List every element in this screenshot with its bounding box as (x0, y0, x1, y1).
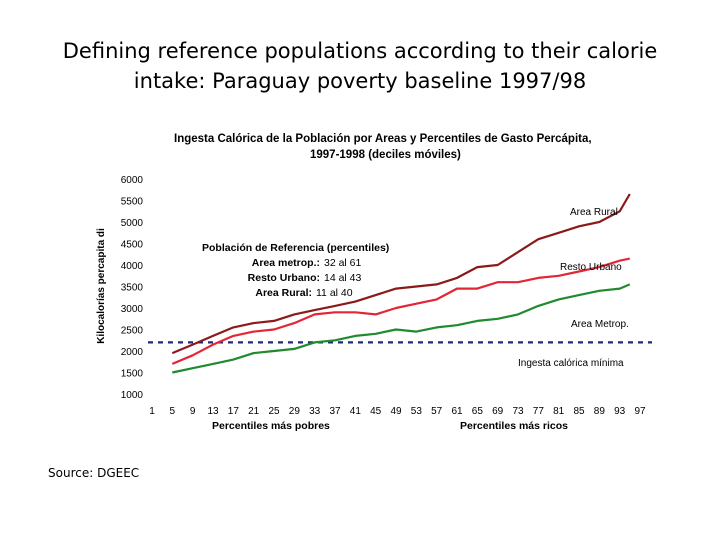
x-tick-label: 9 (190, 406, 196, 417)
x-axis-label-right: Percentiles más ricos (460, 420, 568, 432)
x-tick-label: 53 (411, 406, 423, 417)
x-tick-label: 1 (149, 406, 155, 417)
y-axis-label: Kilocalorías percapita di (96, 228, 107, 344)
series-label-metrop: Area Metrop. (571, 319, 629, 330)
y-tick-label: 5000 (121, 218, 144, 229)
y-axis-ticks: 1000 1500 2000 2500 3000 3500 4000 4500 5000 5500… (121, 175, 144, 401)
x-axis-ticks: 1 5 9 13 17 21 25 29 33 37 41 45 49 53 57 61 65 69 73 77 81 8… (149, 406, 646, 417)
x-tick-label: 65 (472, 406, 484, 417)
series-line-urbano (171, 257, 631, 365)
series-line-rural (171, 193, 631, 355)
x-tick-label: 97 (634, 406, 646, 417)
y-tick-label: 1500 (121, 369, 144, 380)
series-line-metrop (172, 283, 631, 374)
y-tick-label: 4000 (121, 261, 144, 272)
y-tick-label: 3000 (121, 304, 144, 315)
y-tick-label: 5500 (121, 197, 144, 208)
x-tick-label: 45 (370, 406, 382, 417)
source-note: Source: DGEEC (48, 466, 140, 480)
series-lines (171, 193, 631, 374)
x-tick-label: 81 (553, 406, 565, 417)
chart-title-line-1: Ingesta Calórica de la Población por Are… (174, 133, 592, 145)
x-tick-label: 37 (329, 406, 341, 417)
y-tick-label: 4500 (121, 240, 144, 251)
x-tick-label: 69 (492, 406, 504, 417)
x-tick-label: 21 (248, 406, 260, 417)
slide-title: Defining reference populations according… (40, 36, 680, 96)
x-tick-label: 49 (390, 406, 402, 417)
x-axis-label-left: Percentiles más pobres (212, 420, 330, 432)
slide-title-line-2: intake: Paraguay poverty baseline 1997/9… (133, 69, 587, 93)
reference-row-metrop-area: Area metrop.: (252, 257, 320, 269)
x-tick-label: 73 (512, 406, 524, 417)
series-label-urbano: Resto Urbano (560, 262, 622, 273)
x-tick-label: 13 (207, 406, 219, 417)
y-tick-label: 2000 (121, 347, 144, 358)
x-tick-label: 93 (614, 406, 626, 417)
y-tick-label: 2500 (121, 326, 144, 337)
y-tick-label: 3500 (121, 283, 144, 294)
reference-row-urbano-area: Resto Urbano: (248, 272, 320, 284)
x-tick-label: 77 (533, 406, 545, 417)
x-tick-label: 25 (268, 406, 280, 417)
reference-row-rural-range: 11 al 40 (316, 287, 353, 299)
x-tick-label: 57 (431, 406, 443, 417)
minimum-intake-label: Ingesta calórica mínima (518, 358, 624, 369)
slide-title-line-1: Defining reference populations according… (62, 39, 658, 63)
y-tick-label: 6000 (121, 175, 144, 186)
reference-row-rural-area: Area Rural: (255, 287, 312, 299)
reference-population-box: Población de Referencia (percentiles) Ar… (202, 242, 389, 299)
x-tick-label: 41 (350, 406, 362, 417)
reference-row-urbano-range: 14 al 43 (324, 272, 362, 284)
x-tick-label: 61 (451, 406, 463, 417)
reference-box-heading: Población de Referencia (percentiles) (202, 242, 389, 254)
x-tick-label: 5 (170, 406, 176, 417)
series-label-rural: Area Rural (570, 207, 618, 218)
y-tick-label: 1000 (121, 390, 144, 401)
chart-title-line-2: 1997-1998 (deciles móviles) (310, 149, 461, 161)
x-tick-label: 85 (573, 406, 585, 417)
x-tick-label: 33 (309, 406, 321, 417)
x-tick-label: 89 (594, 406, 606, 417)
x-tick-label: 29 (289, 406, 301, 417)
x-tick-label: 17 (228, 406, 240, 417)
reference-row-metrop-range: 32 al 61 (324, 257, 362, 269)
